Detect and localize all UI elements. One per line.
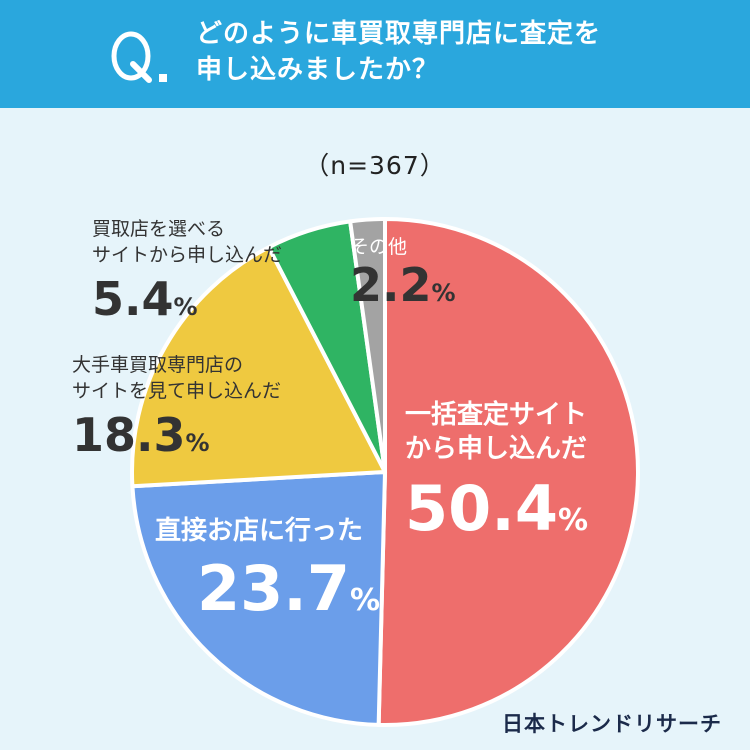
pie-slice-1 bbox=[130, 470, 387, 727]
label-erabu-unit: % bbox=[173, 293, 198, 321]
label-ikkatsu-unit: % bbox=[557, 503, 589, 538]
label-ote-value: 18.3% bbox=[72, 412, 281, 458]
label-chokusetsu-number: 23.7 bbox=[197, 552, 350, 625]
label-erabu-number: 5.4 bbox=[92, 272, 174, 326]
label-ote-line2: サイトを見て申し込んだ bbox=[72, 380, 282, 402]
label-erabu-value: 5.4% bbox=[92, 276, 282, 322]
sample-size: （n=367） bbox=[304, 151, 446, 180]
label-ikkatsu-line2: から申し込んだ bbox=[405, 434, 588, 464]
label-chokusetsu-unit: % bbox=[349, 583, 381, 618]
label-sonota-value: 2.2% bbox=[350, 262, 456, 308]
label-erabu-line2: サイトから申し込んだ bbox=[92, 244, 283, 266]
label-ote-unit: % bbox=[185, 429, 210, 457]
label-ikkatsu-line1: 一括査定サイト bbox=[405, 400, 588, 430]
question-line-2: 申し込みましたか？ bbox=[196, 55, 440, 85]
pie-slice-0 bbox=[376, 217, 640, 727]
label-chokusetsu: 直接お店に行った 23.7% bbox=[155, 514, 380, 620]
question-text: どのように車買取専門店に査定を 申し込みましたか？ bbox=[196, 16, 716, 88]
question-header: どのように車買取専門店に査定を 申し込みましたか？ bbox=[0, 0, 750, 108]
label-ikkatsu-value: 50.4% bbox=[405, 478, 588, 540]
question-mark-icon bbox=[103, 28, 173, 88]
label-sonota-line1: その他 bbox=[350, 236, 408, 258]
label-erabu: 買取店を選べる サイトから申し込んだ 5.4% bbox=[92, 216, 282, 322]
brand-logo: 日本トレンドリサーチ bbox=[502, 712, 722, 736]
label-ote-number: 18.3 bbox=[72, 408, 186, 462]
label-ikkatsu: 一括査定サイト から申し込んだ 50.4% bbox=[405, 398, 588, 540]
label-sonota-number: 2.2 bbox=[350, 258, 432, 312]
pie-slice-4 bbox=[348, 216, 387, 474]
label-ikkatsu-number: 50.4 bbox=[405, 472, 558, 545]
label-erabu-line1: 買取店を選べる bbox=[92, 218, 226, 240]
label-sonota: その他 2.2% bbox=[350, 234, 456, 308]
label-chokusetsu-line1: 直接お店に行った bbox=[155, 516, 364, 546]
question-line-1: どのように車買取専門店に査定を bbox=[196, 19, 602, 49]
label-ote-line1: 大手車買取専門店の bbox=[72, 354, 244, 376]
label-sonota-unit: % bbox=[431, 279, 456, 307]
label-chokusetsu-value: 23.7% bbox=[197, 558, 380, 620]
label-ote: 大手車買取専門店の サイトを見て申し込んだ 18.3% bbox=[72, 352, 281, 458]
pie-slice-2 bbox=[129, 245, 387, 489]
